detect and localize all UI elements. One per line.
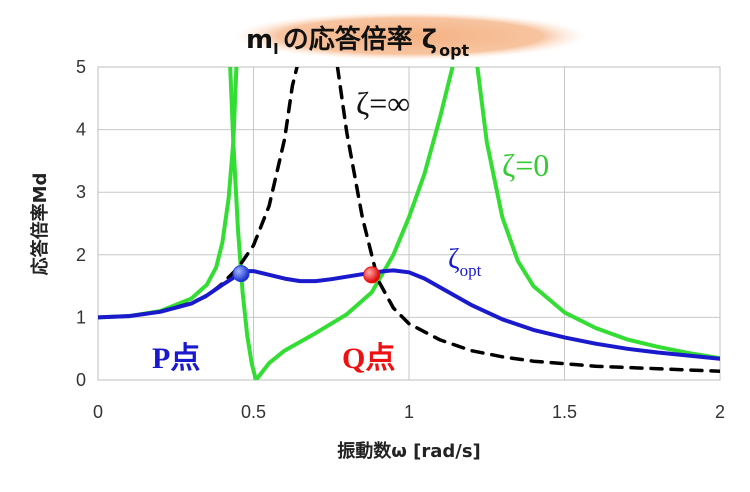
- label-zeta-opt-main: ζ: [448, 244, 460, 275]
- x-tick-label: 1: [404, 402, 414, 422]
- title-rest: の応答倍率 ζ: [283, 24, 437, 55]
- title-main: m: [246, 25, 273, 55]
- y-tick-label: 1: [76, 307, 86, 327]
- y-axis-title: 応答倍率Md: [29, 173, 51, 276]
- x-axis-title: 振動数ω [rad/s]: [337, 440, 481, 462]
- x-tick-label: 0: [93, 402, 103, 422]
- label-zeta-opt: ζopt: [448, 244, 482, 280]
- plot-frame: [97, 66, 721, 381]
- p-point-marker: [232, 265, 250, 283]
- title-text: mI の応答倍率 ζ opt: [246, 24, 470, 60]
- y-tick-label: 5: [76, 57, 86, 77]
- title-sub: I: [273, 40, 279, 58]
- y-tick-label: 2: [76, 245, 86, 265]
- x-tick-label: 1.5: [552, 402, 577, 422]
- title-highlight: [234, 12, 586, 60]
- label-p-point: P点: [152, 342, 200, 375]
- series-zeta-inf-line: [335, 67, 720, 373]
- label-zeta-inf: ζ=∞: [356, 85, 410, 121]
- label-zeta-zero: ζ=0: [502, 147, 549, 183]
- y-tick-label: 4: [76, 120, 86, 140]
- series-zeta-opt-line: [98, 268, 720, 361]
- y-tick-label: 3: [76, 182, 86, 202]
- label-zeta-opt-sub: opt: [460, 261, 482, 280]
- q-point-marker: [363, 266, 381, 284]
- x-tick-label: 2: [715, 402, 725, 422]
- y-tick-label: 0: [76, 370, 86, 390]
- x-tick-label: 0.5: [241, 402, 266, 422]
- special-points: [232, 265, 381, 284]
- title-subscript: opt: [439, 41, 469, 60]
- series-zeta-inf-line: [98, 67, 299, 320]
- x-axis-ticks: 0 0.5 1 1.5 2: [93, 402, 725, 422]
- y-axis-ticks: 0 1 2 3 4 5: [76, 57, 86, 390]
- label-q-point: Q点: [342, 342, 395, 375]
- series-zeta-zero-line: [475, 67, 720, 361]
- chart-title: mI の応答倍率 ζ opt: [234, 12, 586, 60]
